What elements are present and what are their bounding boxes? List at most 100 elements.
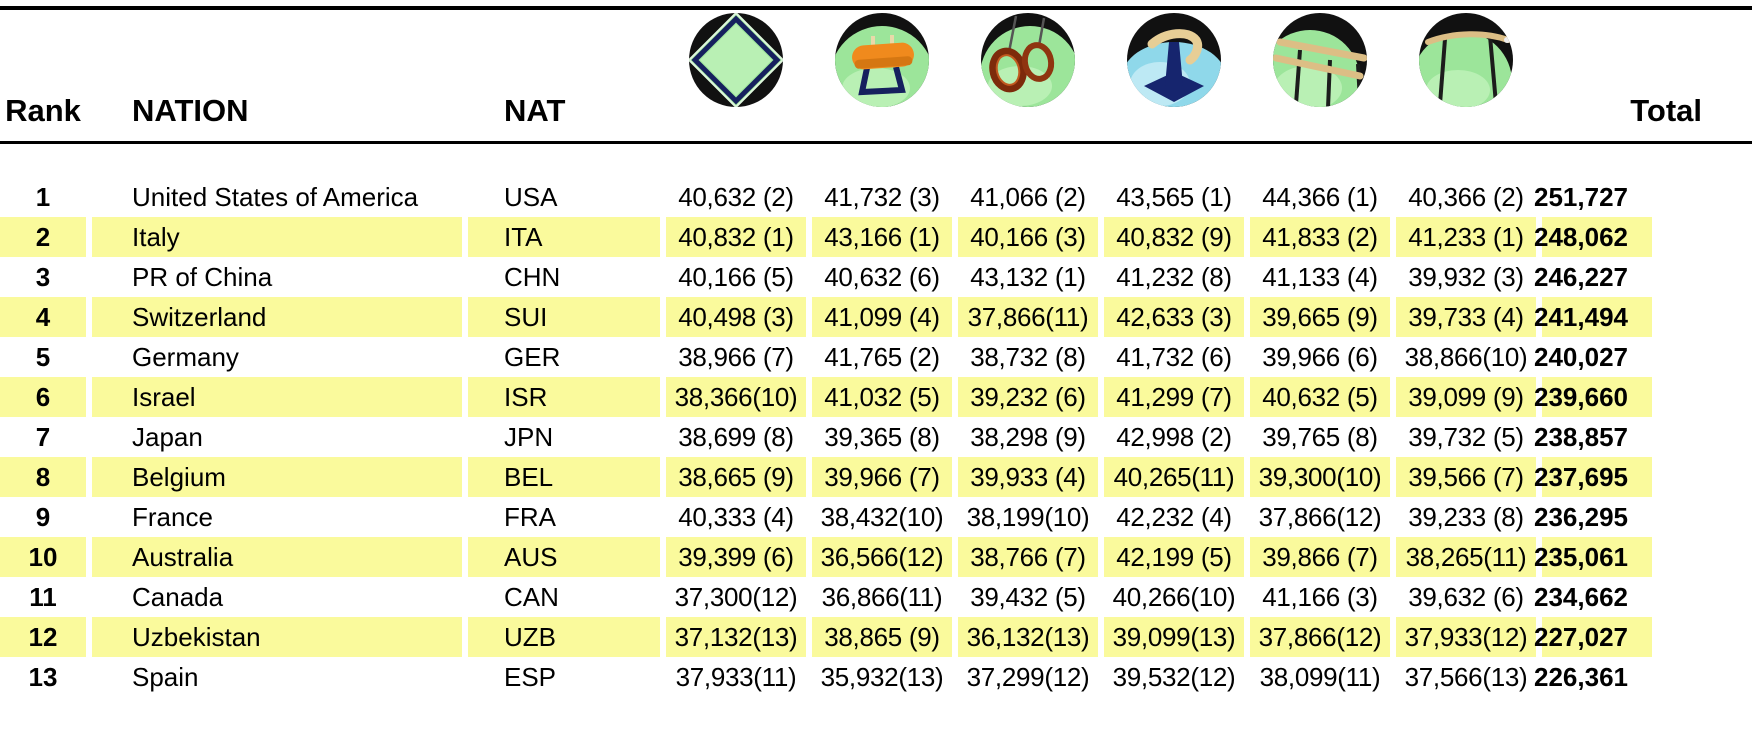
score-cell-floor-exercise: 38,665 (9) — [666, 457, 806, 497]
score-cell-rings: 39,232 (6) — [958, 377, 1098, 417]
total-cell: 238,857 — [1534, 421, 1628, 452]
score-cell-horizontal-bar: 41,233 (1) — [1396, 217, 1536, 257]
total-header: Total — [1630, 93, 1702, 128]
total-cell: 241,494 — [1534, 297, 1652, 337]
horizontal-bar-icon — [1419, 13, 1513, 107]
vault-icon — [1127, 13, 1221, 107]
rank-cell: 9 — [35, 501, 51, 532]
nation-cell: Uzbekistan — [92, 617, 462, 657]
nat-code-cell: AUS — [468, 537, 660, 577]
score-cell-parallel-bars: 37,866(12) — [1250, 617, 1390, 657]
score-cell-pommel-horse: 43,166 (1) — [812, 217, 952, 257]
score-cell-vault: 42,633 (3) — [1104, 297, 1244, 337]
score-cell-vault: 40,832 (9) — [1104, 217, 1244, 257]
score-cell-horizontal-bar: 39,632 (6) — [1408, 581, 1524, 612]
nat-code-cell: BEL — [468, 457, 660, 497]
total-cell: 239,660 — [1534, 377, 1652, 417]
score-cell-horizontal-bar: 37,933(12) — [1396, 617, 1536, 657]
table-row: 5 Germany GER 38,966 (7) 41,765 (2) 38,7… — [0, 337, 1752, 377]
score-cell-parallel-bars: 39,966 (6) — [1262, 341, 1378, 372]
score-cell-horizontal-bar: 38,866(10) — [1404, 341, 1528, 372]
rank-cell: 12 — [0, 617, 86, 657]
nation-cell: Spain — [132, 661, 199, 692]
nation-cell: Japan — [132, 421, 203, 452]
score-cell-pommel-horse: 38,432(10) — [820, 501, 944, 532]
column-header-vault — [1104, 10, 1244, 141]
score-cell-parallel-bars: 44,366 (1) — [1262, 181, 1378, 212]
score-cell-parallel-bars: 41,833 (2) — [1250, 217, 1390, 257]
total-cell: 235,061 — [1534, 537, 1652, 577]
rank-cell: 5 — [35, 341, 51, 372]
table-row: 1 United States of America USA 40,632 (2… — [0, 177, 1752, 217]
score-cell-horizontal-bar: 39,099 (9) — [1396, 377, 1536, 417]
score-cell-parallel-bars: 41,133 (4) — [1262, 261, 1378, 292]
score-cell-rings: 43,132 (1) — [970, 261, 1086, 292]
rank-cell: 11 — [29, 581, 57, 612]
column-header-horizontal-bar — [1396, 10, 1536, 141]
score-cell-floor-exercise: 37,300(12) — [674, 581, 798, 612]
rank-cell: 7 — [35, 421, 51, 452]
score-cell-parallel-bars: 39,300(10) — [1250, 457, 1390, 497]
nation-cell: Canada — [132, 581, 224, 612]
score-cell-rings: 38,199(10) — [966, 501, 1090, 532]
score-cell-horizontal-bar: 39,733 (4) — [1396, 297, 1536, 337]
score-cell-pommel-horse: 40,632 (6) — [824, 261, 940, 292]
score-cell-floor-exercise: 37,132(13) — [666, 617, 806, 657]
column-header-pommel-horse — [812, 10, 952, 141]
nation-cell: Israel — [92, 377, 462, 417]
score-cell-pommel-horse: 36,566(12) — [812, 537, 952, 577]
score-cell-rings: 36,132(13) — [958, 617, 1098, 657]
nat-header: NAT — [504, 93, 566, 128]
nat-code-cell: SUI — [468, 297, 660, 337]
table-row: 11 Canada CAN 37,300(12) 36,866(11) 39,4… — [0, 577, 1752, 617]
floor-exercise-icon — [689, 13, 783, 107]
rank-cell: 1 — [35, 181, 51, 212]
total-cell: 226,361 — [1534, 661, 1628, 692]
table-row: 7 Japan JPN 38,699 (8) 39,365 (8) 38,298… — [0, 417, 1752, 457]
rank-cell: 2 — [0, 217, 86, 257]
header-rule — [0, 141, 1752, 144]
nation-cell: Germany — [132, 341, 239, 372]
score-cell-vault: 40,266(10) — [1112, 581, 1236, 612]
rank-cell: 10 — [0, 537, 86, 577]
column-header-floor-exercise — [666, 10, 806, 141]
score-cell-rings: 41,066 (2) — [970, 181, 1086, 212]
score-cell-parallel-bars: 41,166 (3) — [1262, 581, 1378, 612]
score-cell-pommel-horse: 35,932(13) — [820, 661, 944, 692]
score-cell-parallel-bars: 39,765 (8) — [1262, 421, 1378, 452]
score-cell-vault: 41,232 (8) — [1116, 261, 1232, 292]
column-header-parallel-bars — [1250, 10, 1390, 141]
table-row: 9 France FRA 40,333 (4) 38,432(10) 38,19… — [0, 497, 1752, 537]
score-cell-rings: 37,866(11) — [958, 297, 1098, 337]
score-cell-horizontal-bar: 38,265(11) — [1396, 537, 1536, 577]
score-cell-parallel-bars: 39,665 (9) — [1250, 297, 1390, 337]
score-cell-horizontal-bar: 39,566 (7) — [1396, 457, 1536, 497]
score-cell-floor-exercise: 40,166 (5) — [678, 261, 794, 292]
nation-cell: Italy — [92, 217, 462, 257]
table-row: 13 Spain ESP 37,933(11) 35,932(13) 37,29… — [0, 657, 1752, 697]
total-cell: 251,727 — [1534, 181, 1628, 212]
rank-cell: 3 — [35, 261, 51, 292]
nation-cell: Australia — [92, 537, 462, 577]
nat-code-cell: ESP — [504, 661, 557, 692]
score-cell-rings: 38,298 (9) — [970, 421, 1086, 452]
pommel-horse-icon — [835, 13, 929, 107]
score-cell-vault: 41,732 (6) — [1116, 341, 1232, 372]
score-cell-rings: 40,166 (3) — [958, 217, 1098, 257]
nation-cell: Switzerland — [92, 297, 462, 337]
nat-code-cell: JPN — [504, 421, 554, 452]
nat-code-cell: CHN — [504, 261, 561, 292]
total-cell: 248,062 — [1534, 217, 1652, 257]
nation-cell: PR of China — [132, 261, 273, 292]
score-cell-vault: 39,099(13) — [1104, 617, 1244, 657]
score-cell-vault: 39,532(12) — [1112, 661, 1236, 692]
nation-header: NATION — [132, 93, 249, 128]
score-cell-rings: 39,432 (5) — [970, 581, 1086, 612]
score-cell-pommel-horse: 38,865 (9) — [812, 617, 952, 657]
nat-code-cell: ITA — [468, 217, 660, 257]
score-cell-rings: 37,299(12) — [966, 661, 1090, 692]
nation-cell: France — [132, 501, 213, 532]
score-cell-horizontal-bar: 39,233 (8) — [1408, 501, 1524, 532]
total-cell: 234,662 — [1534, 581, 1628, 612]
total-cell: 237,695 — [1534, 457, 1652, 497]
